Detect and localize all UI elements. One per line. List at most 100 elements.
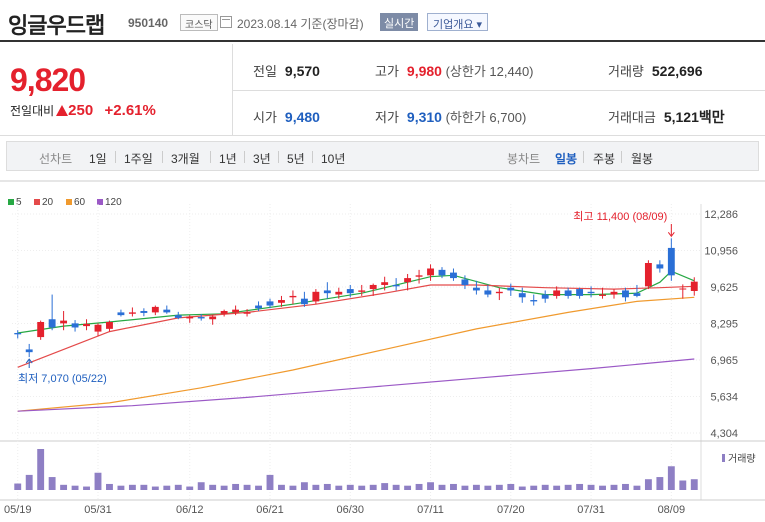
volume-bar bbox=[599, 485, 606, 490]
candle-body bbox=[564, 290, 572, 296]
volume-bar bbox=[25, 474, 33, 490]
period-10y[interactable]: 10년 bbox=[321, 152, 346, 166]
volume-bar bbox=[690, 479, 698, 490]
volume-bar bbox=[174, 484, 182, 490]
volume-bar bbox=[94, 472, 102, 490]
candle-body bbox=[450, 272, 457, 279]
legend-swatch bbox=[66, 199, 72, 205]
divider bbox=[115, 151, 116, 163]
candle-body bbox=[220, 311, 228, 314]
candle-body bbox=[381, 282, 389, 285]
volume-bar bbox=[106, 483, 113, 490]
candle-body bbox=[197, 317, 205, 319]
y-tick-label: 4,304 bbox=[710, 428, 738, 440]
candle-body bbox=[323, 290, 331, 294]
legend-swatch bbox=[8, 199, 14, 205]
period-1w[interactable]: 1주일 bbox=[124, 152, 153, 166]
candle-body bbox=[587, 291, 595, 294]
volume-bar bbox=[530, 485, 538, 490]
x-tick-label: 06/21 bbox=[256, 504, 284, 516]
period-selector: 선차트 1일 1주일 3개월 1년 3년 5년 10년 봉차트 일봉 주봉 월봉 bbox=[6, 141, 759, 171]
realtime-button[interactable]: 실시간 bbox=[380, 13, 419, 31]
ma120-line bbox=[17, 358, 695, 412]
candle-body bbox=[209, 316, 217, 320]
volume-bar bbox=[404, 485, 412, 490]
volume-bar bbox=[644, 479, 652, 490]
volume-bar bbox=[667, 466, 675, 490]
candle-body bbox=[530, 300, 538, 302]
period-1d[interactable]: 1일 bbox=[89, 152, 107, 166]
volume-bar bbox=[472, 484, 480, 490]
volume-bar bbox=[427, 482, 434, 490]
legend-ma5: 5 bbox=[8, 197, 22, 208]
change-percent: +2.61% bbox=[104, 102, 156, 119]
candle-body bbox=[60, 320, 68, 324]
market-badge: 코스닥 bbox=[180, 14, 218, 31]
min-price-annotation: 최저 7,070 (05/22) bbox=[18, 372, 107, 385]
candle-body bbox=[186, 316, 194, 319]
divider bbox=[312, 151, 313, 163]
volume-bar bbox=[450, 483, 457, 490]
candle-body bbox=[163, 309, 171, 313]
candle-body bbox=[541, 294, 549, 299]
candle-body bbox=[415, 275, 423, 277]
candle-body bbox=[278, 300, 285, 303]
volume-bar bbox=[541, 484, 549, 490]
legend-ma20: 20 bbox=[34, 197, 53, 208]
candle-body bbox=[507, 287, 515, 291]
volume-bar bbox=[484, 485, 492, 490]
y-tick-label: 8,295 bbox=[710, 319, 738, 331]
candle-body bbox=[106, 321, 113, 329]
volume-bar bbox=[48, 477, 56, 490]
company-info-dropdown[interactable]: 기업개요 ▾ bbox=[427, 13, 489, 31]
ma5-line bbox=[17, 270, 695, 334]
divider bbox=[162, 151, 163, 163]
candle-body bbox=[427, 268, 434, 276]
candle-weekly[interactable]: 주봉 bbox=[593, 152, 616, 166]
period-1y[interactable]: 1년 bbox=[219, 152, 237, 166]
candle-monthly[interactable]: 월봉 bbox=[631, 152, 654, 166]
candle-daily[interactable]: 일봉 bbox=[555, 152, 578, 166]
y-tick-label: 6,965 bbox=[710, 355, 738, 367]
low-cell: 저가 9,310 (하한가 6,700) bbox=[375, 109, 527, 125]
volume-bar bbox=[369, 484, 377, 490]
open-cell: 시가 9,480 bbox=[253, 109, 320, 125]
candle-body bbox=[300, 298, 308, 305]
stock-header: 잉글우드랩 950140 코스닥 2023.08.14 기준(장마감) 실시간 … bbox=[0, 0, 765, 42]
calendar-icon bbox=[220, 16, 232, 28]
candle-body bbox=[335, 291, 343, 295]
candle-body bbox=[622, 290, 629, 298]
candle-body bbox=[461, 279, 469, 285]
candle-body bbox=[117, 312, 125, 316]
change-amount: 250 bbox=[68, 102, 94, 119]
x-tick-label: 08/09 bbox=[658, 504, 686, 516]
volume-bar bbox=[163, 485, 171, 490]
volume-bar bbox=[392, 484, 400, 490]
high-cell: 고가 9,980 (상한가 12,440) bbox=[375, 63, 534, 79]
min-arrow-head bbox=[25, 358, 33, 364]
volume-legend-swatch bbox=[722, 454, 725, 462]
volume-bar bbox=[209, 484, 217, 490]
period-3y[interactable]: 3년 bbox=[253, 152, 271, 166]
candle-body bbox=[94, 324, 102, 332]
x-tick-label: 07/11 bbox=[417, 504, 444, 516]
volume-bar bbox=[243, 484, 251, 490]
divider bbox=[278, 151, 279, 163]
period-5y[interactable]: 5년 bbox=[287, 152, 305, 166]
volume-bar bbox=[255, 485, 262, 490]
divider bbox=[210, 151, 211, 163]
candle-body bbox=[140, 311, 148, 313]
candle-body bbox=[690, 281, 698, 291]
current-price: 9,820 bbox=[10, 62, 86, 98]
legend-swatch bbox=[34, 199, 40, 205]
volume-bar bbox=[83, 486, 90, 490]
candle-body bbox=[128, 312, 136, 314]
period-3m[interactable]: 3개월 bbox=[171, 152, 200, 166]
volume-bar bbox=[438, 484, 446, 490]
volume-bar bbox=[128, 484, 136, 490]
x-tick-label: 06/12 bbox=[176, 504, 204, 516]
candle-body bbox=[472, 287, 480, 291]
change-label: 전일대비 bbox=[10, 104, 55, 118]
candle-body bbox=[289, 295, 297, 298]
